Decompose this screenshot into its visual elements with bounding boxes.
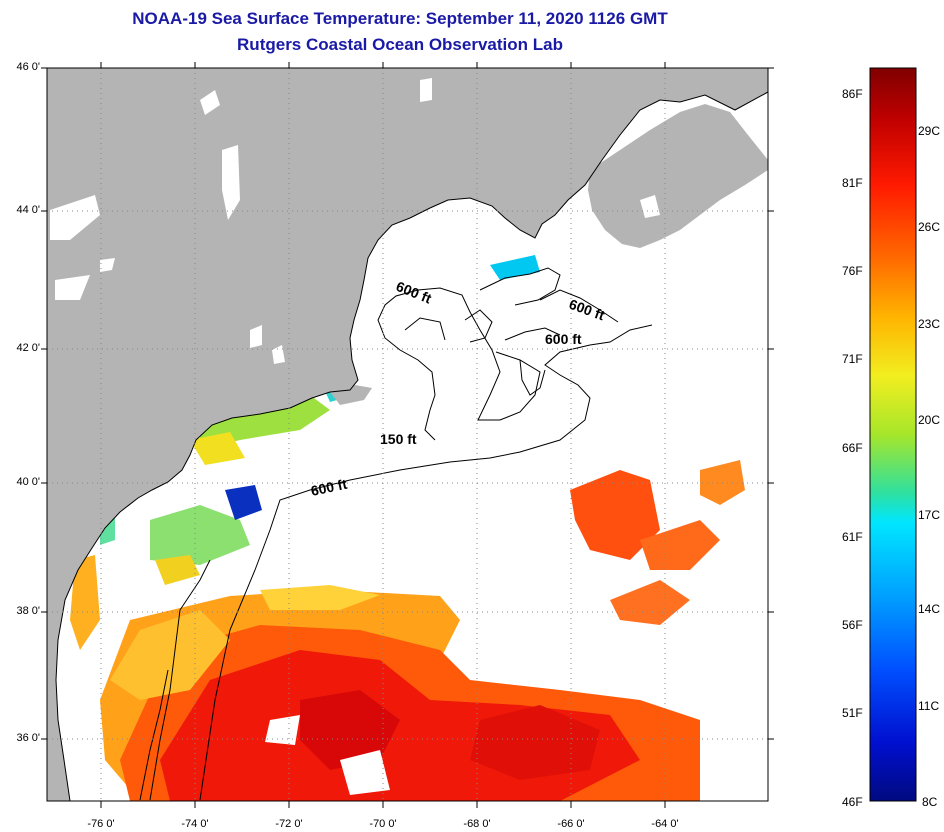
graticule (47, 68, 768, 801)
lat-label: 36 0' (16, 732, 40, 744)
land-masses (47, 68, 768, 801)
temperature-colorbar (869, 67, 917, 802)
colorbar-f-label: 51F (842, 706, 863, 720)
bathymetry-contours (139, 267, 653, 801)
lon-label: -64 0' (651, 818, 679, 830)
map-title: NOAA-19 Sea Surface Temperature: Septemb… (132, 9, 668, 28)
coastline (55, 91, 768, 801)
axis-ticks (41, 62, 774, 808)
colorbar-f-label: 56F (842, 618, 863, 632)
lon-label: -68 0' (463, 818, 491, 830)
colorbar-f-label: 66F (842, 441, 863, 455)
lat-label: 38 0' (16, 605, 40, 617)
colorbar-f-label: 61F (842, 530, 863, 544)
contour-label: 600 ft (309, 476, 348, 499)
lat-label: 40 0' (16, 476, 40, 488)
contour-label: 150 ft (380, 431, 417, 447)
colorbar-c-label: 23C (918, 317, 941, 331)
colorbar-f-label: 81F (842, 176, 863, 190)
colorbar-c-label: 14C (918, 602, 941, 616)
colorbar-c-label: 26C (918, 220, 941, 234)
map-frame (46, 67, 769, 802)
lat-label: 44 0' (16, 204, 40, 216)
inland-white-areas (50, 78, 660, 364)
lon-label: -70 0' (369, 818, 397, 830)
colorbar-f-label: 86F (842, 87, 863, 101)
lat-label: 42 0' (16, 342, 40, 354)
colorbar-f-label: 76F (842, 264, 863, 278)
lon-label: -66 0' (557, 818, 585, 830)
lon-label: -76 0' (87, 818, 115, 830)
colorbar-c-label: 11C (918, 699, 940, 713)
lon-label: -72 0' (275, 818, 303, 830)
contour-label: 600 ft (545, 331, 582, 347)
colorbar-c-label: 8C (922, 795, 938, 809)
colorbar-c-label: 29C (918, 124, 941, 138)
lat-label: 46 0' (16, 61, 40, 73)
lon-label: -74 0' (181, 818, 209, 830)
colorbar-f-label: 46F (842, 795, 863, 809)
colorbar-c-label: 20C (918, 413, 941, 427)
colorbar-c-label: 17C (918, 508, 941, 522)
map-subtitle: Rutgers Coastal Ocean Observation Lab (237, 35, 563, 54)
sst-warm-field (100, 460, 745, 801)
colorbar-f-label: 71F (842, 352, 863, 366)
